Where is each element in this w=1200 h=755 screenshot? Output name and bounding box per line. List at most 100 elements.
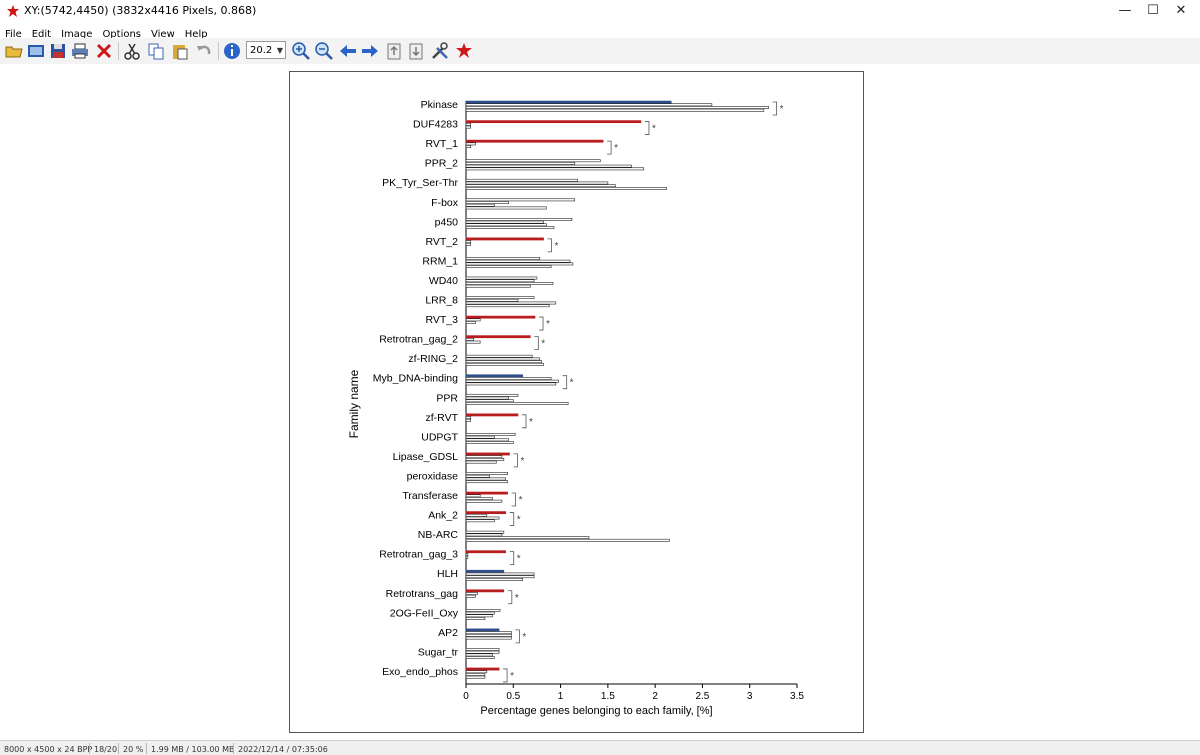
zoom-in-icon[interactable] xyxy=(291,41,311,61)
maximize-button[interactable]: ☐ xyxy=(1147,3,1159,18)
bar xyxy=(465,628,500,632)
bar xyxy=(465,106,769,109)
bar xyxy=(465,435,495,439)
bar xyxy=(465,452,510,456)
significance-star: * xyxy=(519,495,523,506)
zoom-out-icon[interactable] xyxy=(314,41,334,61)
significance-bracket xyxy=(507,590,513,605)
category-label: Retrotran_gag_3 xyxy=(379,549,458,561)
significance-bracket xyxy=(515,629,520,644)
bar xyxy=(465,164,632,168)
paste-icon[interactable] xyxy=(170,41,190,61)
next-icon[interactable] xyxy=(360,41,380,61)
bar xyxy=(465,318,481,322)
bar xyxy=(465,279,535,283)
category-label: LRR_8 xyxy=(425,295,458,307)
previous-icon[interactable] xyxy=(338,41,358,61)
menu-image[interactable]: Image xyxy=(61,29,93,40)
bar xyxy=(465,491,508,495)
bar xyxy=(465,477,507,481)
rotate-right-icon[interactable] xyxy=(406,41,426,61)
image-frame: 0 0.5 1 1.5 2 2.5 3 3.5 Percentage genes belongi… xyxy=(289,71,864,733)
category-label: F-box xyxy=(431,197,459,209)
copy-icon[interactable] xyxy=(146,41,166,61)
bar xyxy=(465,396,509,400)
bar xyxy=(465,298,519,302)
bar xyxy=(465,594,476,598)
category-label: zf-RING_2 xyxy=(408,353,458,365)
bar-chart: 0 0.5 1 1.5 2 2.5 3 3.5 Percentage genes belongi… xyxy=(347,99,804,717)
menu-options[interactable]: Options xyxy=(102,29,142,40)
menu-help[interactable]: Help xyxy=(184,29,208,40)
status-dimensions: 8000 x 4500 x 24 BPP xyxy=(4,745,93,754)
zoom-select[interactable]: 20.2 ▼ xyxy=(246,41,286,59)
bar xyxy=(465,538,670,542)
category-label: PPR_2 xyxy=(425,158,458,170)
cut-icon[interactable] xyxy=(122,41,142,61)
category-label: Ank_2 xyxy=(428,510,458,522)
bar xyxy=(465,480,508,484)
bar xyxy=(465,533,503,537)
bar xyxy=(465,441,514,444)
info-icon[interactable] xyxy=(222,41,242,61)
app-icon xyxy=(7,5,19,17)
category-label: NB-ARC xyxy=(418,529,459,541)
significance-bracket xyxy=(539,316,544,331)
minimize-button[interactable]: — xyxy=(1118,3,1132,18)
bar xyxy=(465,636,512,640)
significance-bracket xyxy=(607,140,612,155)
significance-star: * xyxy=(517,554,521,565)
menu-view[interactable]: View xyxy=(151,29,175,40)
rotate-left-icon[interactable] xyxy=(384,41,404,61)
x-tick-label: 3 xyxy=(747,691,753,702)
bar xyxy=(465,206,547,210)
category-label: RVT_2 xyxy=(426,236,459,248)
bar xyxy=(465,413,519,417)
status-position: 18/20 xyxy=(94,745,118,754)
undo-icon[interactable] xyxy=(194,41,214,61)
bar xyxy=(465,379,559,383)
bar xyxy=(465,237,544,241)
status-zoom: 20 % xyxy=(123,745,144,754)
bar xyxy=(465,474,490,478)
bar xyxy=(465,240,472,244)
significance-star: * xyxy=(521,456,525,467)
category-label: RRM_1 xyxy=(422,255,458,267)
zoom-value: 20.2 xyxy=(250,45,273,56)
x-tick-label: 0.5 xyxy=(506,691,520,702)
bar xyxy=(465,555,469,559)
bar xyxy=(465,220,544,224)
delete-icon[interactable] xyxy=(94,41,114,61)
bar xyxy=(465,438,509,442)
close-button[interactable]: ✕ xyxy=(1175,3,1187,18)
menu-file[interactable]: File xyxy=(5,29,22,40)
category-label: Myb_DNA-binding xyxy=(373,373,458,385)
bar xyxy=(465,321,476,324)
open-folder-icon[interactable] xyxy=(4,41,24,61)
bar xyxy=(465,203,495,207)
bar xyxy=(465,650,500,654)
thumbnails-icon[interactable] xyxy=(26,41,46,61)
x-tick-label: 2 xyxy=(652,691,658,702)
print-icon[interactable] xyxy=(70,41,90,61)
bar xyxy=(465,530,505,534)
bar xyxy=(465,536,590,540)
category-label: PPR xyxy=(436,392,458,404)
bar xyxy=(465,178,578,182)
save-icon[interactable] xyxy=(48,41,68,61)
title-bar: XY:(5742,4450) (3832x4416 Pixels, 0.868)… xyxy=(0,0,1200,22)
bar xyxy=(465,259,571,263)
bar xyxy=(465,418,472,422)
menu-edit[interactable]: Edit xyxy=(31,29,52,40)
significance-star: * xyxy=(570,378,574,389)
settings-icon[interactable] xyxy=(430,41,450,61)
bar xyxy=(465,402,569,405)
exit-icon[interactable] xyxy=(454,41,474,61)
bar xyxy=(465,257,541,260)
significance-bracket xyxy=(547,238,552,253)
category-label: p450 xyxy=(435,216,459,228)
bar xyxy=(465,617,486,620)
significance-bracket xyxy=(522,414,527,429)
bar xyxy=(465,335,531,339)
bar xyxy=(465,572,535,576)
